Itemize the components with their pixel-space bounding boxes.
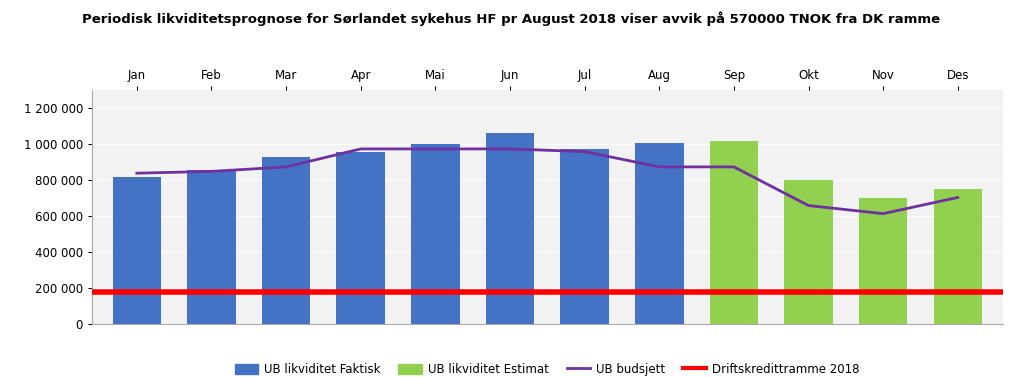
Legend: UB likviditet Faktisk, UB likviditet Estimat, UB budsjett, Driftskredittramme 20: UB likviditet Faktisk, UB likviditet Est… (230, 358, 864, 377)
Bar (934, 189, 982, 324)
Bar (486, 133, 534, 324)
Bar (859, 198, 907, 324)
Bar (262, 157, 310, 324)
Bar (635, 143, 683, 324)
Bar (337, 152, 385, 324)
Bar (187, 170, 235, 324)
Bar (411, 144, 459, 324)
Bar (561, 149, 609, 324)
Bar (113, 177, 161, 324)
Text: Periodisk likviditetsprognose for Sørlandet sykehus HF pr August 2018 viser avvi: Periodisk likviditetsprognose for Sørlan… (83, 11, 940, 26)
Bar (785, 180, 833, 324)
Bar (710, 141, 758, 324)
